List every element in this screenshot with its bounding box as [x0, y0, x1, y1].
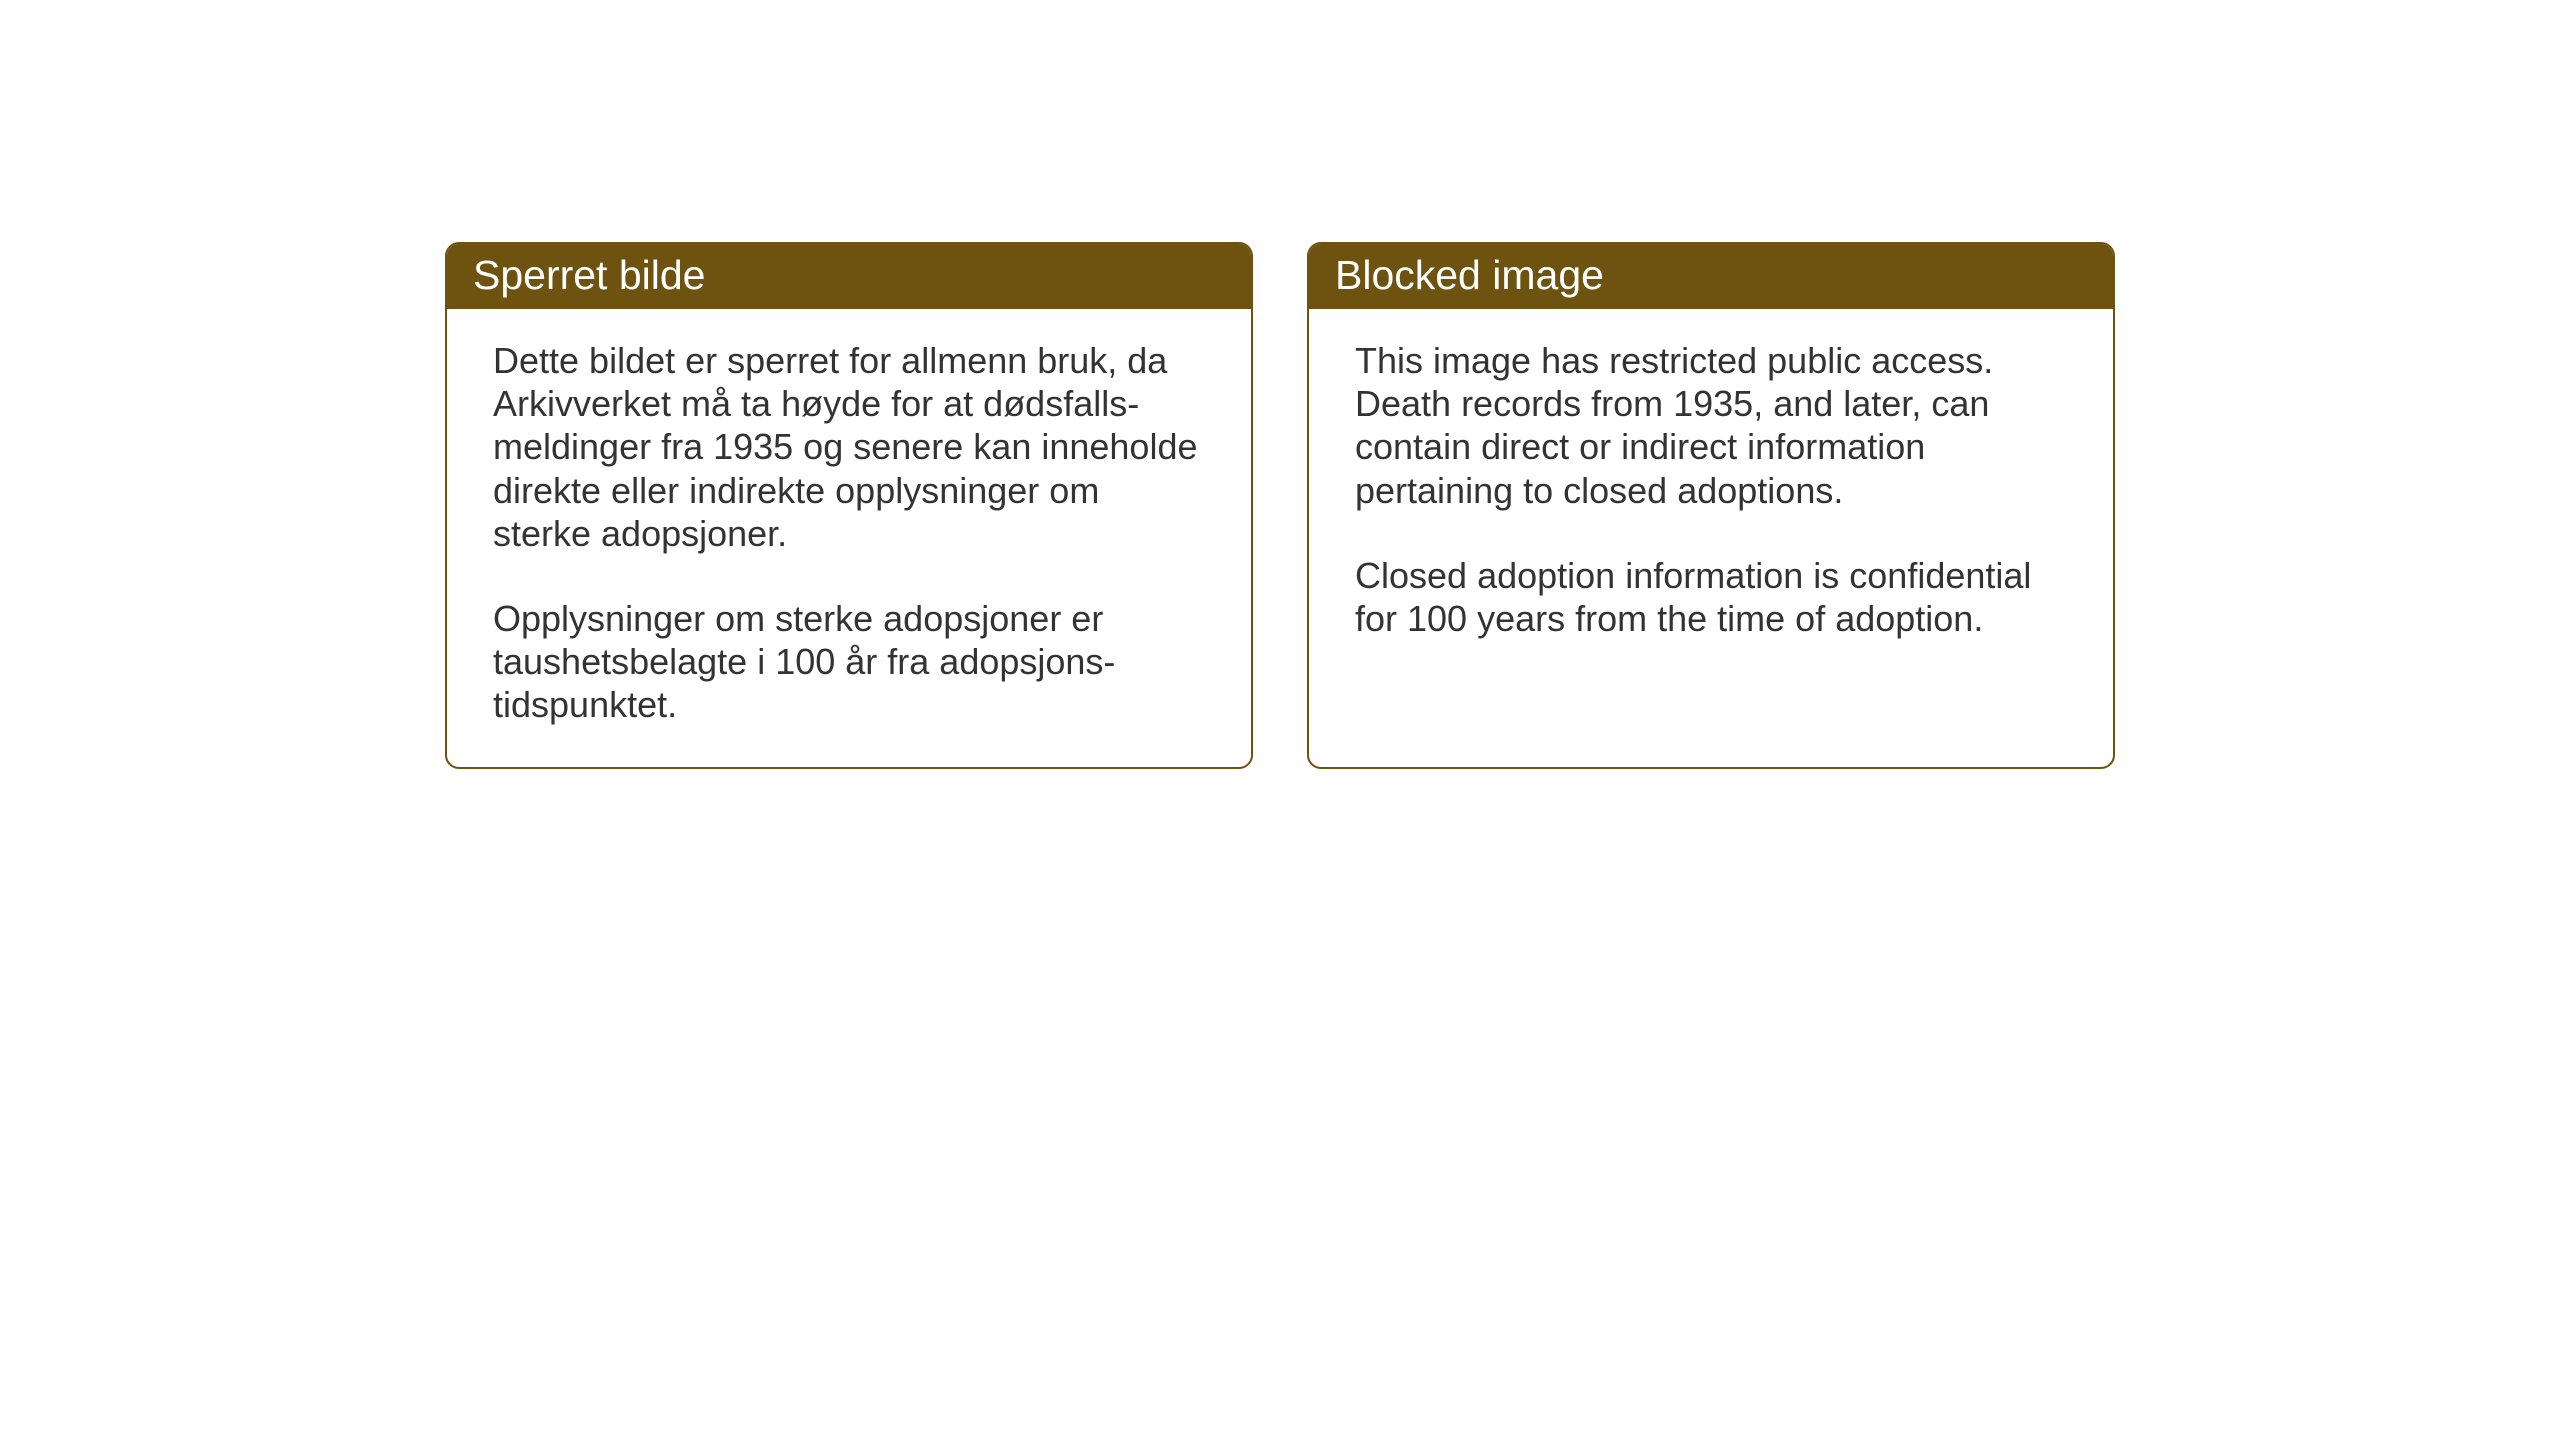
english-card-title: Blocked image [1309, 244, 2113, 309]
norwegian-paragraph-2: Opplysninger om sterke adopsjoner er tau… [493, 597, 1205, 727]
norwegian-notice-card: Sperret bilde Dette bildet er sperret fo… [445, 242, 1253, 769]
notice-container: Sperret bilde Dette bildet er sperret fo… [445, 242, 2115, 769]
english-card-body: This image has restricted public access.… [1309, 309, 2113, 680]
english-paragraph-1: This image has restricted public access.… [1355, 339, 2067, 512]
english-notice-card: Blocked image This image has restricted … [1307, 242, 2115, 769]
norwegian-card-body: Dette bildet er sperret for allmenn bruk… [447, 309, 1251, 767]
norwegian-paragraph-1: Dette bildet er sperret for allmenn bruk… [493, 339, 1205, 555]
english-paragraph-2: Closed adoption information is confident… [1355, 554, 2067, 640]
norwegian-card-title: Sperret bilde [447, 244, 1251, 309]
